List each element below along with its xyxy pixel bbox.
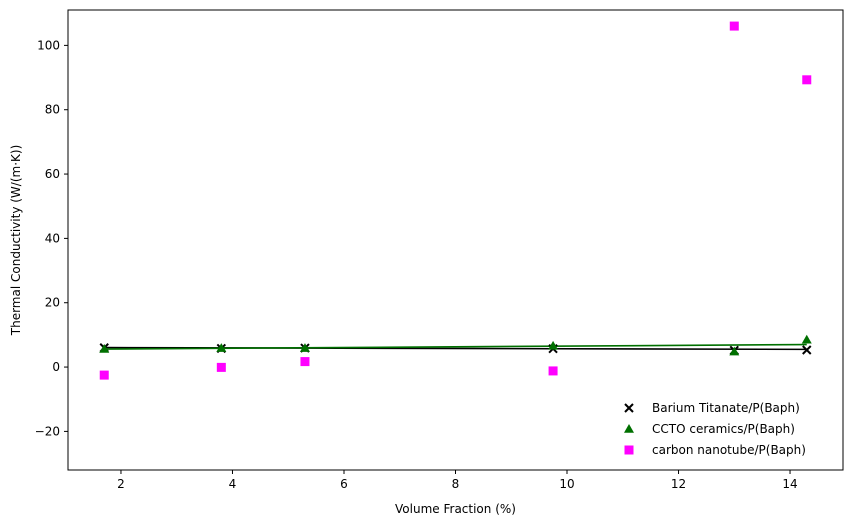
x-tick-label: 4 — [229, 477, 237, 491]
fit-lines-layer — [104, 343, 807, 351]
legend-marker-carbon-nanotube — [624, 445, 634, 455]
data-point-carbon-nanotube-p-baph — [99, 370, 109, 380]
data-point-ccto-ceramics-p-baph — [216, 343, 227, 352]
data-point-carbon-nanotube-p-baph — [300, 357, 310, 367]
y-tick-label: 80 — [45, 103, 60, 117]
data-point-carbon-nanotube-p-baph — [802, 75, 812, 85]
data-point-ccto-ceramics-p-baph — [801, 334, 812, 344]
legend-label-barium-titanate: Barium Titanate/P(Baph) — [652, 401, 800, 415]
legend-marker-barium-titanate — [624, 403, 634, 413]
data-point-carbon-nanotube-p-baph — [548, 366, 558, 376]
data-point-carbon-nanotube-p-baph — [729, 21, 739, 31]
legend-label-ccto-ceramics: CCTO ceramics/P(Baph) — [652, 422, 795, 436]
data-point-ccto-ceramics-p-baph — [729, 346, 740, 356]
legend-marker-symbol — [624, 445, 634, 455]
plot-frame — [67, 9, 844, 471]
legend-marker-symbol — [624, 424, 634, 433]
x-tick-label: 8 — [452, 477, 460, 491]
legend-marker-ccto-ceramics — [624, 424, 634, 433]
data-point-barium-titanate-p-baph — [802, 345, 812, 355]
data-points-layer — [99, 21, 812, 380]
data-point-ccto-ceramics-p-baph — [548, 340, 559, 350]
legend: Barium Titanate/P(Baph) CCTO ceramics/P(… — [624, 401, 806, 457]
data-point-ccto-ceramics-p-baph — [299, 343, 310, 352]
ticks-layer: 2 4 6 8 10 12 14 −20 0 20 40 60 80 100 — [35, 38, 798, 491]
legend-marker-symbol — [624, 403, 634, 413]
y-tick-label: 20 — [45, 296, 60, 310]
x-tick-label: 12 — [671, 477, 686, 491]
y-tick-label: 60 — [45, 167, 60, 181]
legend-label-carbon-nanotube: carbon nanotube/P(Baph) — [652, 443, 806, 457]
data-point-ccto-ceramics-p-baph — [99, 344, 110, 353]
x-tick-label: 6 — [340, 477, 348, 491]
y-tick-label: 100 — [37, 38, 60, 52]
x-tick-label: 2 — [117, 477, 125, 491]
x-tick-label: 10 — [559, 477, 574, 491]
x-axis-title: Volume Fraction (%) — [395, 502, 516, 516]
y-tick-label: 0 — [52, 360, 60, 374]
y-axis-title: Thermal Conductivity (W/(m·K)) — [9, 145, 23, 336]
data-point-carbon-nanotube-p-baph — [216, 362, 226, 372]
y-tick-label: 40 — [45, 231, 60, 245]
x-tick-label: 14 — [782, 477, 797, 491]
y-tick-label: −20 — [35, 424, 60, 438]
